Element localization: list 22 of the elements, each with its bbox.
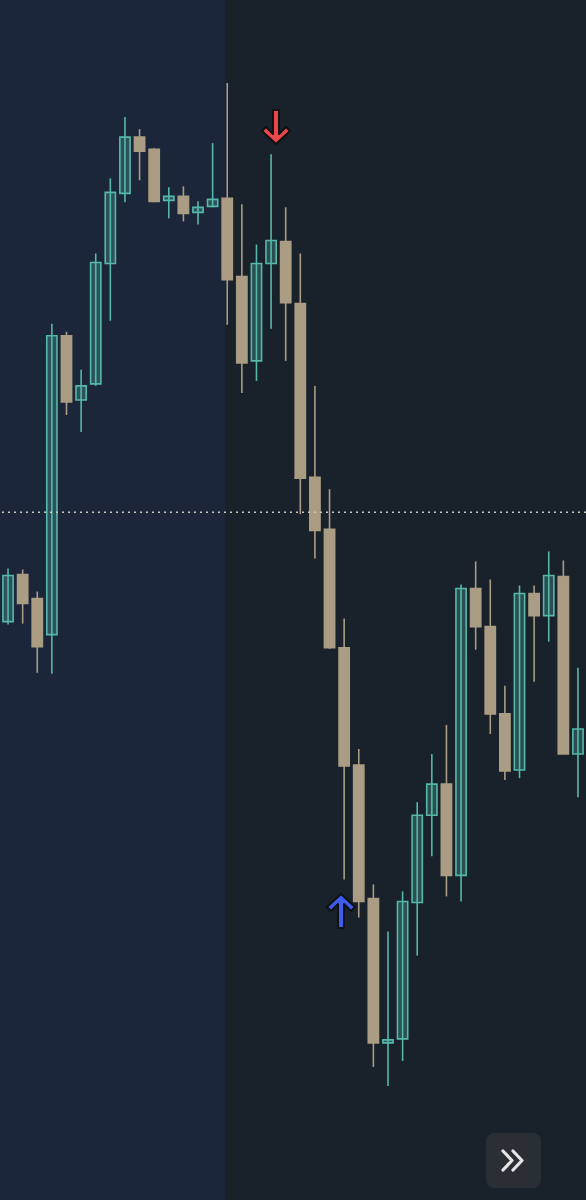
candlestick (528, 584, 541, 683)
candlestick (411, 801, 424, 957)
candlestick (2, 567, 14, 626)
candlestick (206, 142, 219, 209)
candlestick (104, 177, 117, 322)
candlestick (513, 584, 526, 779)
candlestick (45, 322, 58, 675)
candlestick (75, 369, 88, 433)
candlestick (192, 200, 204, 226)
candlestick (382, 930, 394, 1087)
candlestick (250, 243, 263, 382)
candlestick (425, 753, 438, 858)
candlestick (89, 252, 102, 387)
candlestick (396, 890, 409, 1062)
candlestick (542, 550, 555, 643)
candlestick (133, 128, 146, 182)
candlestick (177, 185, 190, 223)
candlestick (162, 186, 175, 220)
candlestick (265, 153, 277, 330)
candlestick (119, 116, 131, 204)
candlestick (455, 583, 467, 903)
candlestick (572, 666, 584, 798)
